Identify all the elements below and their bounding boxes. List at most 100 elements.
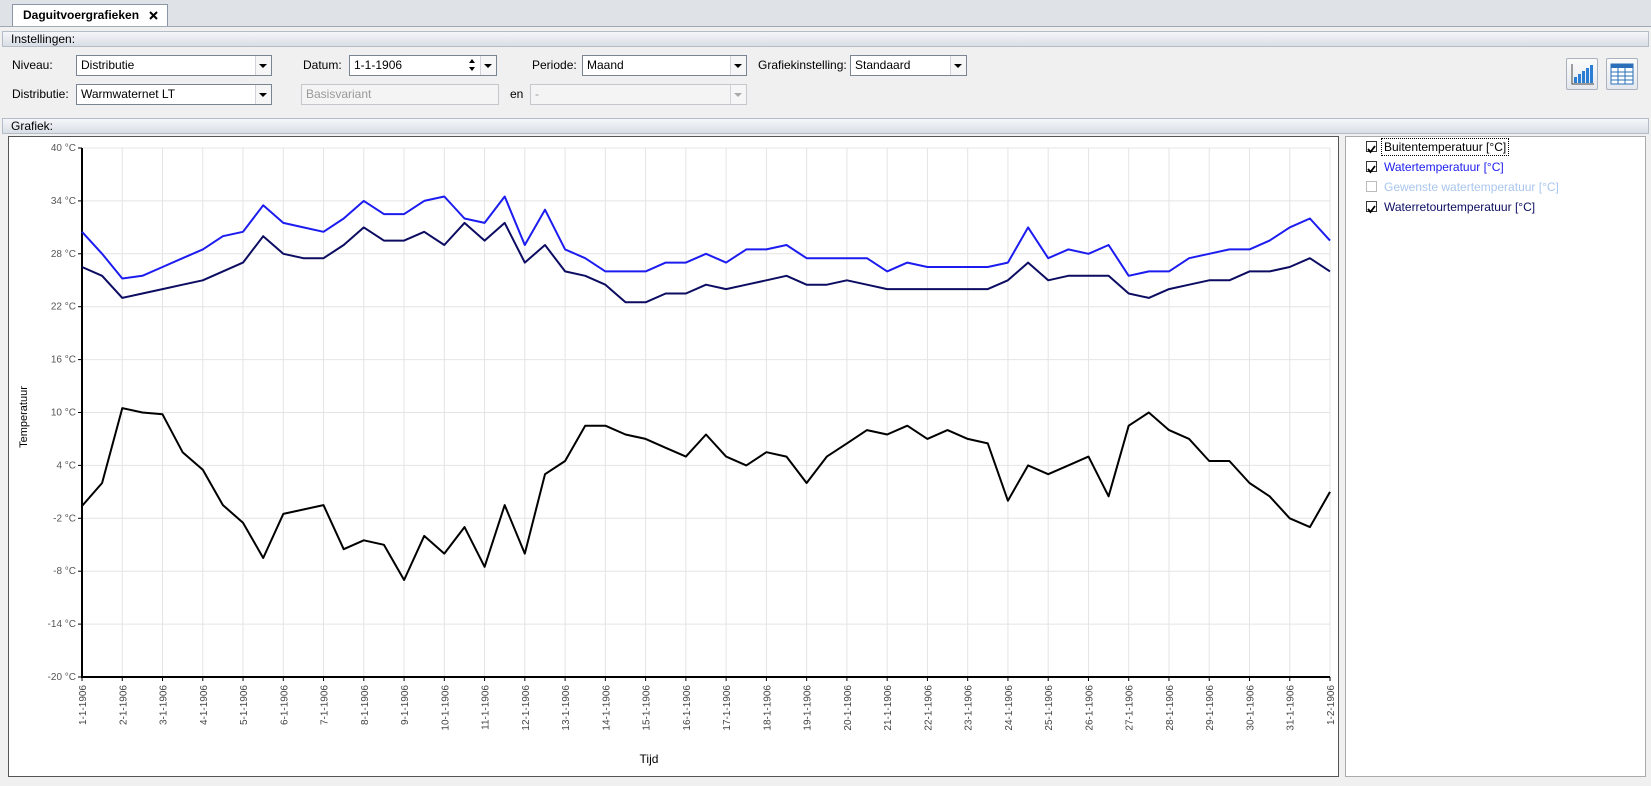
combobox-disabled: - (530, 84, 747, 105)
y-tick-label: 10 °C (51, 408, 76, 419)
legend-panel: Buitentemperatuur [°C] Watertemperatuur [… (1345, 136, 1646, 777)
x-tick-label: 18-1-1906 (762, 685, 773, 731)
y-tick-label: 22 °C (51, 302, 76, 313)
section-title: Grafiek: (11, 119, 54, 133)
checkbox[interactable] (1366, 141, 1377, 154)
checkbox[interactable] (1366, 161, 1377, 174)
x-tick-label: 1-1-1906 (78, 685, 89, 725)
x-tick-label: 30-1-1906 (1245, 685, 1256, 731)
x-tick-label: 4-1-1906 (199, 685, 210, 725)
combobox[interactable]: Distributie (76, 55, 272, 76)
combobox-value: - (535, 87, 539, 101)
x-tick-label: 21-1-1906 (883, 685, 894, 731)
y-tick-label: -14 °C (48, 619, 76, 630)
x-tick-label: 25-1-1906 (1044, 685, 1055, 731)
dropdown-arrow[interactable] (255, 56, 271, 75)
checkmark (1367, 145, 1376, 154)
x-tick-label: 2-1-1906 (118, 685, 129, 725)
y-tick-label: -20 °C (48, 672, 76, 683)
x-tick-label: 17-1-1906 (722, 685, 733, 731)
y-tick-label: 16 °C (51, 355, 76, 366)
x-tick-label: 13-1-1906 (561, 685, 572, 731)
y-tick-label: 40 °C (51, 143, 76, 154)
x-tick-label: 9-1-1906 (400, 685, 411, 725)
tab-bar (0, 0, 1651, 27)
close-icon[interactable] (149, 11, 158, 20)
checkbox[interactable] (1366, 181, 1377, 192)
x-tick-label: 5-1-1906 (239, 685, 250, 725)
x-tick-label: 31-1-1906 (1286, 685, 1297, 731)
chart-panel: Tijd Temperatuur 1-1-1906 2-1-1906 3-1-190… (8, 136, 1339, 777)
x-tick-label: 29-1-1906 (1205, 685, 1216, 731)
date-input[interactable]: 1-1-1906 (349, 55, 497, 76)
x-tick-label: 1-2-1906 (1326, 685, 1337, 725)
checkmark (1367, 165, 1376, 174)
section-title: Instellingen: (11, 32, 76, 46)
checkmark (1367, 205, 1376, 214)
x-tick-label: 15-1-1906 (642, 685, 653, 731)
chart-icon (1571, 64, 1594, 85)
field-label: Distributie: (12, 87, 69, 101)
field-label: Grafiekinstelling: (758, 58, 847, 72)
combobox[interactable]: Standaard (850, 55, 967, 76)
date-value: 1-1-1906 (354, 58, 403, 72)
combobox[interactable]: Maand (582, 55, 747, 76)
field-label: Periode: (532, 58, 577, 72)
combobox[interactable]: Warmwaternet LT (76, 84, 272, 105)
x-tick-label: 7-1-1906 (320, 685, 331, 725)
chart: Tijd Temperatuur 1-1-1906 2-1-1906 3-1-190… (18, 143, 1337, 766)
section-header[interactable]: Grafiek: (2, 118, 1649, 134)
table-icon (1610, 63, 1634, 85)
x-tick-label: 8-1-1906 (360, 685, 371, 725)
x-tick-label: 28-1-1906 (1165, 685, 1176, 731)
y-tick-label: 28 °C (51, 249, 76, 260)
x-tick-label: 22-1-1906 (923, 685, 934, 731)
legend-label: Watertemperatuur [°C] (1384, 160, 1504, 174)
tab[interactable]: Daguitvoergrafieken (12, 4, 168, 26)
x-tick-label: 26-1-1906 (1084, 685, 1095, 731)
field-label: Datum: (303, 58, 342, 72)
combobox-value: Warmwaternet LT (81, 87, 176, 101)
x-tick-label: 6-1-1906 (279, 685, 290, 725)
section-header[interactable]: Instellingen: (2, 31, 1649, 47)
x-tick-label: 27-1-1906 (1125, 685, 1136, 731)
dropdown-arrow[interactable] (480, 56, 496, 75)
text-input-disabled: Basisvariant (301, 84, 499, 105)
x-tick-label: 24-1-1906 (1004, 685, 1015, 731)
x-tick-label: 23-1-1906 (964, 685, 975, 731)
dropdown-arrow[interactable] (730, 56, 746, 75)
y-axis-title: Temperatuur (18, 386, 30, 448)
checkbox[interactable] (1366, 201, 1377, 214)
table-view-button[interactable] (1606, 58, 1638, 90)
legend-label: Gewenste watertemperatuur [°C] (1384, 180, 1559, 194)
combobox-value: Distributie (81, 58, 135, 72)
y-tick-label: 4 °C (56, 460, 76, 471)
y-tick-label: 34 °C (51, 196, 76, 207)
x-tick-label: 16-1-1906 (682, 685, 693, 731)
field-label: en (510, 87, 524, 101)
line-series (81, 221, 1331, 304)
dropdown-arrow (730, 85, 746, 104)
dropdown-arrow[interactable] (255, 85, 271, 104)
legend-label: Waterretourtemperatuur [°C] (1384, 200, 1536, 214)
input-value: Basisvariant (306, 87, 372, 101)
dropdown-arrow[interactable] (950, 56, 966, 75)
field-label: Niveau: (12, 58, 53, 72)
chart-view-button[interactable] (1566, 58, 1598, 90)
x-axis-title: Tijd (640, 752, 659, 766)
x-tick-label: 19-1-1906 (803, 685, 814, 731)
x-tick-label: 12-1-1906 (521, 685, 532, 731)
legend-label: Buitentemperatuur [°C] (1380, 138, 1510, 156)
x-tick-label: 10-1-1906 (440, 685, 451, 731)
x-tick-label: 20-1-1906 (843, 685, 854, 731)
line-series (81, 407, 1331, 581)
x-tick-label: 14-1-1906 (601, 685, 612, 731)
x-tick-label: 11-1-1906 (481, 685, 492, 730)
y-tick-label: -2 °C (53, 513, 76, 524)
line-series (81, 195, 1331, 280)
spin-buttons[interactable] (467, 56, 479, 75)
combobox-value: Standaard (855, 58, 911, 72)
combobox-value: Maand (587, 58, 624, 72)
tab-title: Daguitvoergrafieken (23, 8, 140, 22)
